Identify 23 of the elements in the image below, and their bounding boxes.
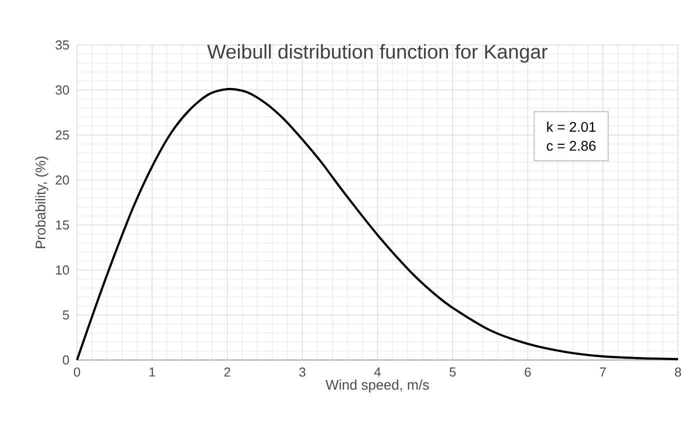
y-axis-title: Probability, (%)	[35, 156, 48, 248]
x-tick-label: 5	[450, 368, 456, 377]
x-tick-label: 2	[224, 368, 230, 377]
line-series	[76, 88, 680, 362]
x-tick-label: 0	[74, 368, 80, 377]
x-tick-label: 7	[600, 368, 606, 376]
y-tick-label: 30	[56, 85, 69, 95]
y-tick-label: 5	[62, 310, 69, 320]
x-axis-title: Wind speed, m/s	[326, 380, 429, 393]
x-tick-label: 3	[299, 368, 306, 377]
y-tick-label: 25	[56, 130, 69, 140]
y-tick-label: 20	[56, 175, 69, 185]
y-tick-label: 15	[56, 220, 69, 230]
y-tick-label: 10	[56, 265, 69, 275]
y-tick-label: 35	[56, 40, 69, 50]
chart-title: Weibull distribution function for Kangar	[207, 44, 548, 63]
x-tick-label: 6	[524, 368, 531, 377]
x-tick-label: 4	[374, 368, 381, 376]
x-tick-label: 1	[150, 368, 156, 376]
x-tick-label: 8	[674, 368, 682, 377]
y-tick-label: 0	[62, 355, 69, 365]
annotation: k = 2.01	[547, 122, 596, 132]
annotation: c = 2.86	[546, 140, 596, 151]
